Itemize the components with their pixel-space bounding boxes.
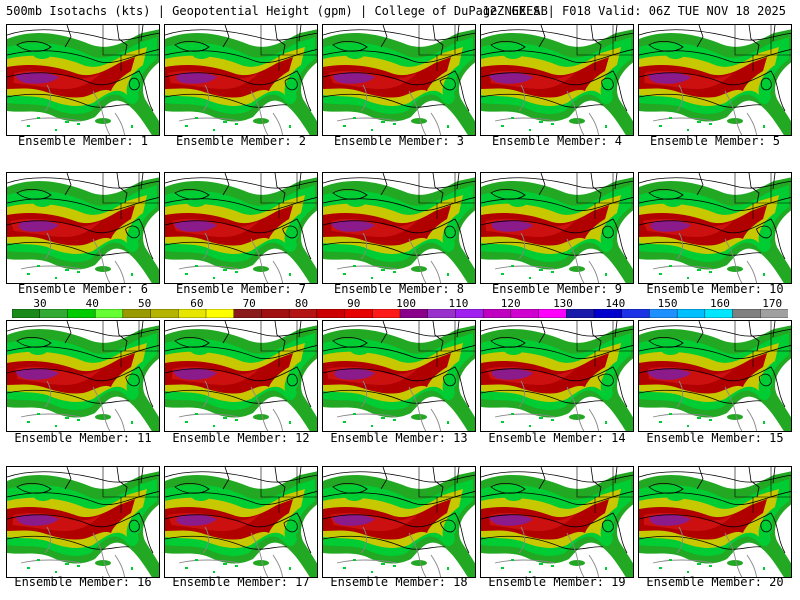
ensemble-member-map bbox=[322, 172, 476, 284]
colorbar-tick-label: 160 bbox=[709, 297, 730, 310]
ensemble-member-label: Ensemble Member: 5 bbox=[649, 134, 781, 148]
ensemble-member-label: Ensemble Member: 6 bbox=[17, 282, 149, 296]
ensemble-member-map bbox=[480, 24, 634, 136]
ensemble-member-map bbox=[164, 320, 318, 432]
ensemble-member-map bbox=[164, 466, 318, 578]
ensemble-member-label: Ensemble Member: 15 bbox=[646, 431, 784, 445]
ensemble-member-map bbox=[322, 466, 476, 578]
colorbar-swatch bbox=[649, 309, 678, 318]
colorbar-swatch bbox=[427, 309, 457, 318]
ensemble-member-map bbox=[164, 172, 318, 284]
ensemble-member-map bbox=[6, 172, 160, 284]
colorbar-tick-label: 80 bbox=[294, 297, 309, 310]
ensemble-member-label: Ensemble Member: 17 bbox=[172, 575, 310, 589]
ensemble-member-label: Ensemble Member: 11 bbox=[14, 431, 152, 445]
ensemble-member-label: Ensemble Member: 16 bbox=[14, 575, 152, 589]
colorbar-tick-label: 40 bbox=[85, 297, 99, 310]
colorbar-tick-label: 130 bbox=[553, 297, 573, 310]
colorbar-swatch bbox=[94, 309, 124, 318]
colorbar-tick-label: 140 bbox=[605, 297, 626, 310]
ensemble-member-map bbox=[638, 466, 792, 578]
colorbar-swatch bbox=[150, 309, 179, 318]
ensemble-member-map bbox=[6, 320, 160, 432]
colorbar-tick-label: 50 bbox=[137, 297, 152, 310]
colorbar-swatch bbox=[261, 309, 290, 318]
ensemble-member-label: Ensemble Member: 10 bbox=[646, 282, 784, 296]
colorbar-tick-label: 30 bbox=[33, 297, 47, 310]
ensemble-member-label: Ensemble Member: 2 bbox=[175, 134, 307, 148]
colorbar-tick-label: 110 bbox=[448, 297, 469, 310]
colorbar-swatch bbox=[732, 309, 761, 318]
colorbar-tick-label: 150 bbox=[657, 297, 678, 310]
colorbar-swatch bbox=[566, 309, 595, 318]
ensemble-member-map bbox=[164, 24, 318, 136]
ensemble-member-map bbox=[6, 466, 160, 578]
ensemble-member-label: Ensemble Member: 7 bbox=[175, 282, 307, 296]
colorbar-swatch bbox=[344, 309, 373, 318]
ensemble-member-label: Ensemble Member: 18 bbox=[330, 575, 468, 589]
colorbar-swatch bbox=[205, 309, 235, 318]
colorbar-swatch bbox=[399, 309, 429, 318]
ensemble-member-map bbox=[638, 172, 792, 284]
colorbar-swatch bbox=[704, 309, 734, 318]
ensemble-member-label: Ensemble Member: 8 bbox=[333, 282, 465, 296]
ensemble-member-map bbox=[638, 24, 792, 136]
colorbar-swatch bbox=[593, 309, 623, 318]
colorbar-labels: 30 40 50 60 70 80 90 100 110 120 130 140 150 160 170 bbox=[0, 297, 800, 310]
colorbar-swatch bbox=[288, 309, 318, 318]
colorbar-swatch bbox=[39, 309, 69, 318]
ensemble-member-map bbox=[638, 320, 792, 432]
ensemble-member-label: Ensemble Member: 13 bbox=[330, 431, 468, 445]
ensemble-member-map bbox=[480, 320, 634, 432]
colorbar-tick-label: 100 bbox=[396, 297, 417, 310]
wind-speed-colorbar bbox=[12, 309, 788, 318]
ensemble-member-map bbox=[480, 466, 634, 578]
colorbar-swatch bbox=[676, 309, 706, 318]
model-run-info: 12Z GEFS | F018 Valid: 06Z TUE NOV 18 20… bbox=[482, 4, 786, 18]
colorbar-tick-label: 170 bbox=[762, 297, 783, 310]
ensemble-member-label: Ensemble Member: 1 bbox=[17, 134, 149, 148]
colorbar-swatch bbox=[510, 309, 540, 318]
ensemble-member-map bbox=[322, 320, 476, 432]
ensemble-member-map bbox=[480, 172, 634, 284]
colorbar-tick-label: 90 bbox=[347, 297, 361, 310]
ensemble-member-label: Ensemble Member: 19 bbox=[488, 575, 626, 589]
colorbar-swatch bbox=[122, 309, 152, 318]
ensemble-member-map bbox=[6, 24, 160, 136]
ensemble-member-label: Ensemble Member: 4 bbox=[491, 134, 623, 148]
colorbar-swatch bbox=[621, 309, 651, 318]
ensemble-member-label: Ensemble Member: 9 bbox=[491, 282, 623, 296]
ensemble-member-label: Ensemble Member: 12 bbox=[172, 431, 310, 445]
ensemble-member-label: Ensemble Member: 14 bbox=[488, 431, 626, 445]
ensemble-member-map bbox=[322, 24, 476, 136]
colorbar-swatch bbox=[482, 309, 512, 318]
map-title: 500mb Isotachs (kts) | Geopotential Heig… bbox=[6, 4, 548, 18]
colorbar-swatch bbox=[372, 309, 401, 318]
colorbar-swatch bbox=[316, 309, 346, 318]
colorbar-swatch bbox=[538, 309, 567, 318]
colorbar-tick-label: 60 bbox=[190, 297, 204, 310]
colorbar-swatch bbox=[455, 309, 484, 318]
colorbar-swatch bbox=[760, 309, 788, 318]
ensemble-member-label: Ensemble Member: 3 bbox=[333, 134, 465, 148]
ensemble-member-label: Ensemble Member: 20 bbox=[646, 575, 784, 589]
colorbar-swatch bbox=[67, 309, 96, 318]
colorbar-swatch bbox=[178, 309, 207, 318]
colorbar-swatch bbox=[12, 309, 41, 318]
colorbar-tick-label: 70 bbox=[242, 297, 256, 310]
colorbar-tick-label: 120 bbox=[500, 297, 521, 310]
colorbar-swatch bbox=[233, 309, 263, 318]
